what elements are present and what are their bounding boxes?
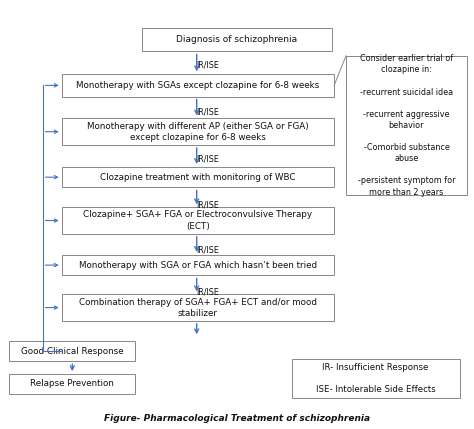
FancyBboxPatch shape bbox=[62, 167, 334, 187]
Text: IR/ISE: IR/ISE bbox=[197, 287, 219, 296]
Text: Figure- Pharmacological Treatment of schizophrenia: Figure- Pharmacological Treatment of sch… bbox=[104, 414, 370, 423]
FancyBboxPatch shape bbox=[292, 359, 460, 398]
FancyBboxPatch shape bbox=[9, 374, 135, 394]
Text: Clozapine+ SGA+ FGA or Electroconvulsive Therapy
(ECT): Clozapine+ SGA+ FGA or Electroconvulsive… bbox=[83, 211, 312, 230]
FancyBboxPatch shape bbox=[62, 294, 334, 321]
Text: Monotherapy with different AP (either SGA or FGA)
except clozapine for 6-8 weeks: Monotherapy with different AP (either SG… bbox=[87, 122, 309, 142]
Text: IR/ISE: IR/ISE bbox=[197, 201, 219, 209]
Text: Monotherapy with SGA or FGA which hasn’t been tried: Monotherapy with SGA or FGA which hasn’t… bbox=[79, 261, 317, 269]
FancyBboxPatch shape bbox=[9, 341, 135, 361]
Text: IR/ISE: IR/ISE bbox=[197, 154, 219, 163]
Text: IR- Insufficient Response

ISE- Intolerable Side Effects: IR- Insufficient Response ISE- Intolerab… bbox=[316, 363, 436, 394]
FancyBboxPatch shape bbox=[346, 56, 467, 195]
FancyBboxPatch shape bbox=[62, 118, 334, 145]
FancyBboxPatch shape bbox=[142, 28, 332, 51]
Text: IR/ISE: IR/ISE bbox=[197, 245, 219, 254]
Text: Clozapine treatment with monitoring of WBC: Clozapine treatment with monitoring of W… bbox=[100, 173, 296, 181]
Text: Consider earlier trial of
clozapine in:

-recurrent suicidal idea

-recurrent ag: Consider earlier trial of clozapine in: … bbox=[358, 54, 455, 196]
FancyBboxPatch shape bbox=[62, 255, 334, 275]
Text: Good Clinical Response: Good Clinical Response bbox=[21, 347, 124, 356]
Text: Relapse Prevention: Relapse Prevention bbox=[30, 380, 114, 388]
FancyBboxPatch shape bbox=[62, 74, 334, 97]
Text: Monotherapy with SGAs except clozapine for 6-8 weeks: Monotherapy with SGAs except clozapine f… bbox=[76, 81, 319, 90]
Text: Diagnosis of schizophrenia: Diagnosis of schizophrenia bbox=[176, 35, 298, 44]
Text: IR/ISE: IR/ISE bbox=[197, 108, 219, 117]
Text: Combination therapy of SGA+ FGA+ ECT and/or mood
stabilizer: Combination therapy of SGA+ FGA+ ECT and… bbox=[79, 298, 317, 317]
Text: IR/ISE: IR/ISE bbox=[197, 61, 219, 69]
FancyBboxPatch shape bbox=[62, 207, 334, 234]
